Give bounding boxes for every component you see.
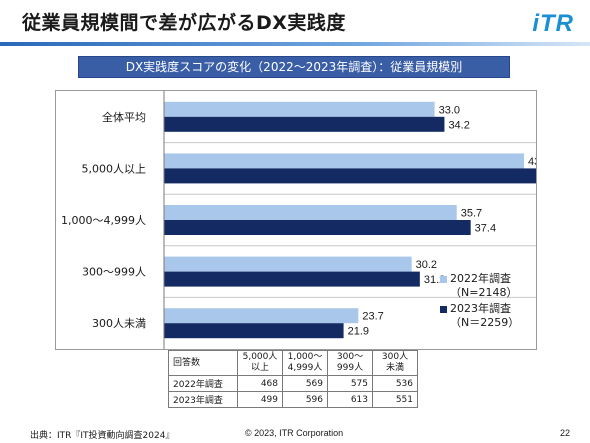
bar-2023 — [164, 271, 420, 287]
page-title: 従業員規模間で差が広がるDX実践度 — [22, 12, 346, 34]
table-header-cell: 5,000人 以上 — [237, 350, 283, 376]
bar-chart: 全体平均33.034.25,000人以上43.947.31,000〜4,999人… — [61, 91, 536, 349]
bar-2023 — [164, 116, 445, 132]
table-header-cell: 1,000〜 4,999人 — [282, 350, 328, 376]
category-label: 1,000〜4,999人 — [61, 214, 146, 227]
bar-2023 — [164, 168, 536, 184]
table-cell: 536 — [372, 375, 418, 392]
table-cell: 569 — [282, 375, 328, 392]
table-header-cell: 300人 未満 — [372, 350, 418, 376]
itr-logo: iTR — [532, 10, 574, 37]
table-row-label: 2022年調査 — [168, 375, 238, 392]
table-cell: 575 — [327, 375, 373, 392]
table-cell: 613 — [327, 391, 373, 408]
bar-value-label: 31.2 — [424, 274, 445, 286]
table-cell: 499 — [237, 391, 283, 408]
table-row: 2022年調査 468 569 575 536 — [168, 375, 418, 392]
page-number: 22 — [559, 428, 570, 438]
table-row: 2023年調査 499 596 613 551 — [168, 391, 418, 408]
legend-swatch-2023 — [440, 306, 447, 313]
footer-copyright: © 2023, ITR Corporation — [245, 428, 344, 438]
bar-2022 — [164, 256, 412, 272]
table-cell: 596 — [282, 391, 328, 408]
bar-value-label: 23.7 — [362, 311, 383, 323]
bar-value-label: 43.9 — [528, 156, 536, 168]
legend-item-2022: 2022年調査 （N=2148） — [440, 272, 519, 300]
table-header-cell: 回答数 — [168, 350, 238, 376]
chart-legend: 2022年調査 （N=2148） 2023年調査 （N＝2259） — [440, 272, 519, 332]
bar-value-label: 37.4 — [475, 223, 496, 235]
legend-item-2023: 2023年調査 （N＝2259） — [440, 302, 519, 330]
bar-value-label: 35.7 — [461, 208, 482, 220]
legend-swatch-2022 — [440, 276, 447, 283]
category-label: 300〜999人 — [82, 266, 146, 279]
bar-2022 — [164, 153, 524, 169]
chart-frame: 全体平均33.034.25,000人以上43.947.31,000〜4,999人… — [55, 90, 537, 350]
bar-2022 — [164, 205, 457, 220]
bar-2022 — [164, 101, 435, 117]
bar-value-label: 34.2 — [448, 119, 469, 131]
respondent-count-table: 回答数 5,000人 以上 1,000〜 4,999人 300〜 999人 30… — [168, 350, 418, 408]
legend-label-2023: 2023年調査 — [450, 302, 511, 315]
bar-2022 — [164, 308, 359, 324]
legend-label-2022: 2022年調査 — [450, 272, 511, 285]
legend-n-2023: （N＝2259） — [450, 316, 520, 329]
bar-value-label: 30.2 — [416, 259, 437, 271]
table-row-label: 2023年調査 — [168, 391, 238, 408]
chart-banner: DX実践度スコアの変化（2022〜2023年調査）：従業員規模別 — [78, 56, 510, 78]
table-header-row: 回答数 5,000人 以上 1,000〜 4,999人 300〜 999人 30… — [168, 350, 418, 376]
bar-2023 — [164, 323, 344, 339]
bar-value-label: 21.9 — [348, 326, 369, 338]
category-label: 5,000人以上 — [82, 162, 147, 175]
table-cell: 551 — [372, 391, 418, 408]
category-label: 全体平均 — [102, 110, 146, 124]
category-label: 300人未満 — [92, 317, 146, 330]
bar-value-label: 33.0 — [439, 104, 460, 116]
title-divider — [0, 42, 590, 46]
table-cell: 468 — [237, 375, 283, 392]
legend-n-2022: （N=2148） — [450, 286, 518, 299]
footer-source: 出典：ITR『IT投資動向調査2024』 — [30, 431, 175, 441]
bar-2023 — [164, 220, 471, 235]
table-header-cell: 300〜 999人 — [327, 350, 373, 376]
